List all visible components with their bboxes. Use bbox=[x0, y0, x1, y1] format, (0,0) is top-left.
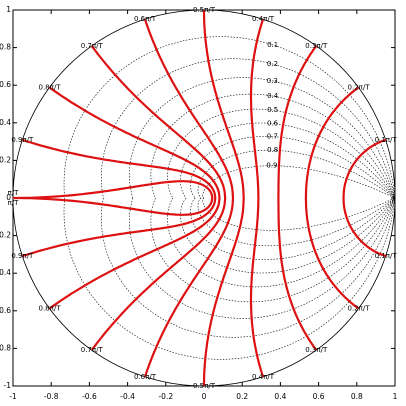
x-tick-label: 0.2 bbox=[236, 392, 248, 401]
damping-line bbox=[202, 165, 396, 231]
frequency-label: 0.1π/T bbox=[375, 136, 398, 144]
damping-label: 0.1 bbox=[267, 41, 278, 49]
damping-label: 0.6 bbox=[267, 119, 279, 127]
y-tick-label: 0.8 bbox=[0, 43, 11, 52]
damping-line bbox=[167, 108, 396, 288]
frequency-line bbox=[202, 10, 245, 386]
damping-line bbox=[197, 149, 396, 247]
frequency-label: 0.9π/T bbox=[11, 136, 34, 144]
x-tick-label: 0.4 bbox=[274, 392, 286, 401]
frequency-line bbox=[342, 138, 387, 258]
y-tick-label: 0 bbox=[6, 193, 11, 202]
frequency-label: 0.2π/T bbox=[348, 305, 371, 313]
x-tick-label: 0 bbox=[202, 392, 207, 401]
x-tick-label: 0.6 bbox=[313, 392, 325, 401]
frequency-line bbox=[90, 45, 227, 351]
frequency-label: 0.6π/T bbox=[134, 373, 157, 381]
frequency-line bbox=[48, 86, 221, 310]
frequency-line bbox=[249, 18, 265, 378]
frequency-label: 0.3π/T bbox=[305, 42, 328, 50]
damping-label: 0.8 bbox=[267, 146, 278, 154]
x-tick-label: 1 bbox=[393, 392, 398, 401]
frequency-line bbox=[143, 18, 235, 378]
y-tick-label: 1 bbox=[6, 5, 11, 14]
damping-label: 0.3 bbox=[267, 77, 278, 85]
x-tick-label: -0.4 bbox=[120, 392, 135, 401]
x-tick-label: -0.2 bbox=[158, 392, 173, 401]
y-tick-label: -0.8 bbox=[0, 343, 11, 352]
frequency-label: 0.4π/T bbox=[252, 15, 275, 23]
frequency-label: 0.6π/T bbox=[134, 15, 157, 23]
x-tick-label: -1 bbox=[9, 392, 17, 401]
frequency-label: 0.7π/T bbox=[81, 346, 104, 354]
x-tick-label: -0.8 bbox=[44, 392, 59, 401]
y-tick-label: 0.6 bbox=[0, 80, 11, 89]
y-tick-label: -0.4 bbox=[0, 268, 11, 277]
frequency-label: 0.5π/T bbox=[193, 382, 216, 390]
frequency-label: 0.8π/T bbox=[38, 305, 61, 313]
x-tick-label: 0.8 bbox=[351, 392, 363, 401]
frequency-label: 0.1π/T bbox=[375, 252, 398, 260]
frequency-label: π/T bbox=[8, 189, 20, 197]
frequency-label: π/T bbox=[8, 199, 20, 207]
y-tick-label: 0.2 bbox=[0, 155, 11, 164]
frequency-line bbox=[13, 180, 214, 216]
y-tick-label: -1 bbox=[4, 381, 12, 390]
frequency-label: 0.3π/T bbox=[305, 346, 328, 354]
frequency-label: 0.8π/T bbox=[38, 83, 61, 91]
damping-label: 0.9 bbox=[266, 162, 277, 170]
y-tick-label: 0.4 bbox=[0, 118, 11, 127]
frequency-line bbox=[21, 138, 217, 258]
damping-label: 0.5 bbox=[267, 106, 278, 114]
frequency-label: 0.9π/T bbox=[11, 252, 34, 260]
frequency-line bbox=[304, 86, 360, 310]
damping-line bbox=[101, 58, 396, 338]
frequency-label: 0.7π/T bbox=[81, 42, 104, 50]
y-tick-label: -0.6 bbox=[0, 306, 11, 315]
damping-label: 0.2 bbox=[267, 60, 278, 68]
y-tick-label: -0.2 bbox=[0, 231, 11, 240]
damping-line bbox=[150, 93, 396, 303]
damping-label: 0.7 bbox=[267, 133, 278, 141]
x-tick-label: -0.6 bbox=[82, 392, 97, 401]
frequency-label: 0.4π/T bbox=[252, 373, 275, 381]
frequency-label: 0.2π/T bbox=[348, 83, 371, 91]
damping-label: 0.4 bbox=[267, 92, 279, 100]
damping-line bbox=[180, 122, 396, 274]
frequency-label: 0.5π/T bbox=[193, 6, 216, 14]
frequency-line bbox=[277, 45, 318, 351]
